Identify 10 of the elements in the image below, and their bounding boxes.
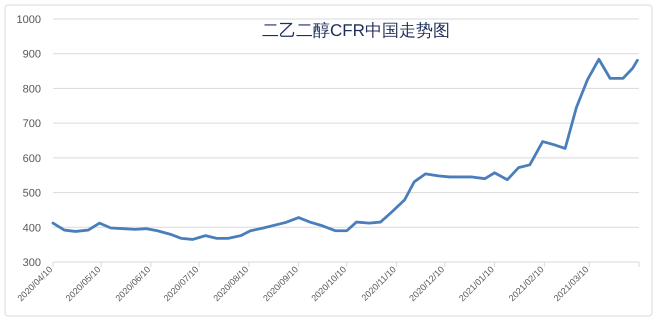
y-tick-label: 1000 (16, 14, 41, 26)
y-tick-label: 400 (22, 222, 41, 234)
y-tick-label: 600 (22, 152, 41, 165)
line-series (52, 58, 639, 241)
y-tick-label: 700 (22, 118, 41, 130)
chart-title: 二乙二醇CFR中国走势图 (262, 21, 450, 40)
y-tick-label: 900 (22, 48, 41, 61)
y-tick-label: 500 (22, 188, 41, 200)
y-tick-label: 800 (22, 83, 41, 96)
y-tick-label: 300 (22, 257, 41, 269)
